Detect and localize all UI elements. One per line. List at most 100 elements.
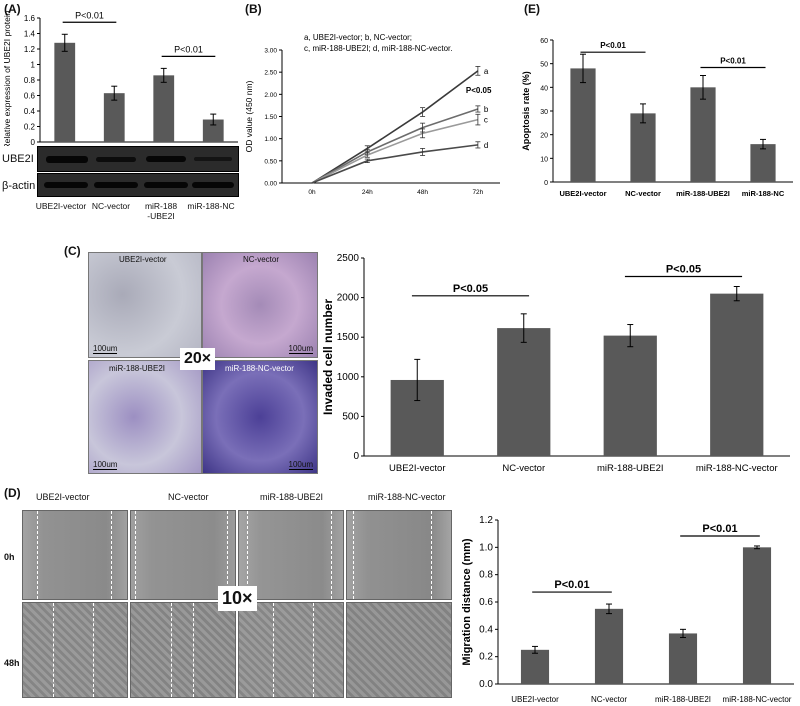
y-tick-label: 2500 — [337, 253, 360, 264]
panel-label-e: (E) — [524, 2, 540, 16]
chart-c-invaded-cells: 0 500 1000 1500 2000 2500 UBE2I-vector NC-vecto… — [321, 253, 790, 474]
image-title: miR-188-NC-vector — [368, 492, 446, 502]
x-tick-label: 24h — [362, 189, 373, 196]
x-tick-label: 72h — [472, 189, 483, 196]
x-category-label: UBE2I-vector — [511, 695, 559, 704]
y-tick-label: 0.0 — [479, 679, 493, 690]
series-label: a — [484, 67, 489, 76]
scalebar-label: 100um — [288, 460, 313, 470]
scalebar-label: 100um — [93, 344, 118, 354]
y-tick-label: 0 — [353, 451, 359, 462]
blot-row-label-actin: β-actin — [2, 180, 36, 192]
y-tick-label: 0.50 — [264, 158, 277, 165]
bar — [742, 547, 772, 684]
magnification-label: 10× — [218, 586, 257, 611]
y-tick-label: 20 — [540, 133, 548, 140]
invasion-images: UBE2I-vector 100um NC-vector 100um miR-1… — [88, 252, 320, 474]
y-tick-label: 40 — [540, 85, 548, 92]
blot-row-label-ube2i: UBE2I — [2, 153, 34, 165]
significance-label: P<0.05 — [666, 264, 701, 276]
x-tick-label: 48h — [417, 189, 428, 196]
bar — [603, 335, 657, 456]
y-tick-label: 0.6 — [479, 597, 493, 608]
y-tick-label: 1 — [31, 61, 36, 70]
image-title: miR-188-UBE2I — [260, 492, 324, 502]
y-tick-label: 3.00 — [264, 48, 277, 55]
x-category-label: miR-188-NC — [742, 189, 785, 198]
y-tick-label: 0.6 — [24, 92, 36, 101]
x-category-label: miR-188-UBE2I — [676, 189, 730, 198]
x-category-label: NC-vector — [502, 463, 545, 474]
chart-b-od-value: 0.00 0.50 1.00 1.50 2.00 2.50 3.00 0h 24h 48h 72h O… — [244, 33, 500, 196]
y-tick-label: 2.00 — [264, 92, 277, 99]
legend-text: c, miR-188-UBE2I; d, miR-188-NC-vector. — [304, 44, 452, 53]
blot-col-label: miR-188-NC — [187, 201, 235, 211]
bar — [710, 293, 764, 456]
panel-label-b: (B) — [245, 2, 262, 16]
significance-label: P<0.01 — [702, 523, 737, 535]
y-axis-label: Migration distance (mm) — [461, 538, 473, 665]
y-tick-label: 1.4 — [24, 30, 36, 39]
panel-label-d: (D) — [4, 486, 21, 500]
x-category-label: UBE2I-vector — [389, 463, 446, 474]
x-tick-label: 0h — [308, 189, 316, 196]
panel-label-c: (C) — [64, 244, 81, 258]
wound-image — [130, 602, 236, 698]
invasion-image-1: UBE2I-vector 100um — [88, 252, 202, 358]
magnification-label: 20× — [180, 348, 216, 370]
wound-image — [238, 510, 344, 600]
x-category-label: miR-188-UBE2I — [597, 463, 664, 474]
series-label: b — [484, 105, 489, 114]
series-label: d — [484, 141, 488, 150]
x-category-label: NC-vector — [591, 695, 627, 704]
y-tick-label: 2000 — [337, 293, 360, 304]
y-tick-label: 0.8 — [479, 570, 493, 581]
bar — [497, 328, 551, 456]
image-title: UBE2I-vector — [119, 255, 167, 264]
significance-label: P<0.05 — [453, 283, 488, 295]
y-tick-label: 1000 — [337, 372, 360, 383]
wound-healing-images: UBE2I-vector NC-vector miR-188-UBE2I miR… — [0, 486, 460, 706]
bar — [153, 75, 175, 142]
bar — [630, 113, 656, 182]
significance-label: P<0.01 — [174, 44, 203, 54]
wound-image — [238, 602, 344, 698]
y-tick-label: 0.4 — [479, 624, 493, 635]
y-tick-label: 1.0 — [479, 542, 493, 553]
bar — [520, 649, 550, 684]
blot-strip-actin — [37, 173, 239, 197]
y-tick-label: 60 — [540, 38, 548, 45]
legend-text: a, UBE2I-vector; b, NC-vector; — [304, 33, 412, 42]
y-tick-label: 0.2 — [24, 123, 36, 132]
y-tick-label: 1.6 — [24, 14, 36, 23]
y-tick-label: 0.00 — [264, 181, 277, 188]
y-tick-label: 2.50 — [264, 70, 277, 77]
chart-d-migration-distance: 0.0 0.2 0.4 0.6 0.8 1.0 1.2 UBE2I-vector NC-vect… — [461, 515, 794, 704]
y-axis-label: OD value (450 nm) — [244, 80, 254, 152]
y-tick-label: 1500 — [337, 332, 360, 343]
bar — [750, 144, 776, 182]
panel-label-a: (A) — [4, 2, 21, 16]
series-line — [311, 118, 479, 184]
wound-image — [346, 510, 452, 600]
bar — [202, 119, 224, 142]
y-axis-label: Apoptosis rate (%) — [521, 71, 531, 151]
y-tick-label: 0.2 — [479, 652, 493, 663]
wound-image — [22, 510, 128, 600]
bar — [690, 87, 716, 182]
invasion-image-4: miR-188-NC-vector 100um — [202, 360, 318, 474]
invasion-image-3: miR-188-UBE2I 100um — [88, 360, 202, 474]
significance-label: P<0.05 — [466, 86, 492, 95]
y-tick-label: 30 — [540, 109, 548, 116]
series-line — [311, 108, 479, 184]
invasion-image-2: NC-vector 100um — [202, 252, 318, 358]
y-tick-label: 10 — [540, 156, 548, 163]
wound-image — [22, 602, 128, 698]
series-line — [311, 70, 479, 184]
series-label: c — [484, 116, 488, 125]
significance-label: P<0.01 — [75, 10, 104, 20]
y-tick-label: 0.8 — [24, 76, 36, 85]
image-title: UBE2I-vector — [36, 492, 90, 502]
chart-e-apoptosis-rate: 0 10 20 30 40 50 60 UBE2I-vector NC-vector miR-18… — [521, 38, 793, 198]
y-tick-label: 0 — [544, 180, 548, 187]
